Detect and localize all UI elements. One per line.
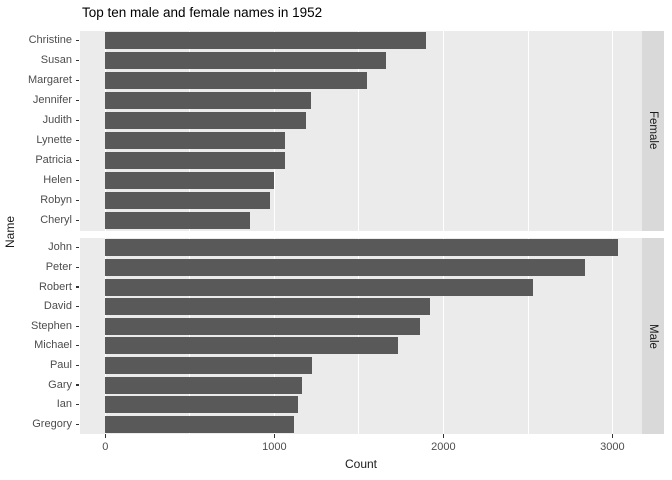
y-axis-tick xyxy=(75,423,79,425)
y-axis-tick xyxy=(75,119,79,122)
bar xyxy=(105,415,294,433)
y-axis-tick xyxy=(75,404,79,406)
y-axis-label: Stephen xyxy=(31,319,72,332)
bar xyxy=(105,337,398,355)
bar xyxy=(105,32,427,49)
facet-panel-male xyxy=(80,238,642,434)
gridline-minor xyxy=(358,238,360,434)
x-axis-tick xyxy=(273,434,275,438)
bar xyxy=(105,92,311,109)
x-axis-tick-label: 0 xyxy=(102,440,109,453)
gridline-minor xyxy=(527,30,529,231)
y-axis-label: David xyxy=(43,300,72,313)
facet-strip: Male xyxy=(642,238,664,434)
facet-strip-label: Female xyxy=(647,111,659,150)
gridline-major xyxy=(104,30,107,231)
gridline-major xyxy=(611,238,614,434)
y-axis-title: Name xyxy=(2,0,18,464)
y-axis-label: Cheryl xyxy=(40,214,72,226)
y-axis-label: Robert xyxy=(38,280,72,293)
y-axis-tick xyxy=(75,179,79,182)
y-axis-tick xyxy=(75,384,79,386)
y-axis-label: Judith xyxy=(42,114,72,126)
y-axis-label: Michael xyxy=(34,339,72,352)
x-axis-tick-label: 1000 xyxy=(262,440,287,453)
gridline-major xyxy=(273,238,276,434)
bar xyxy=(105,212,250,229)
bar xyxy=(105,132,286,149)
facet-panel-female xyxy=(80,30,642,231)
chart-title: Top ten male and female names in 1952 xyxy=(82,5,323,20)
y-axis-label: Helen xyxy=(43,174,72,186)
x-axis-tick xyxy=(442,434,444,438)
y-axis-label: Patricia xyxy=(35,154,72,166)
gridline-major xyxy=(273,30,276,231)
y-axis-tick xyxy=(75,79,79,82)
x-axis-tick xyxy=(611,434,613,438)
gridline-major xyxy=(104,238,107,434)
gridline-minor xyxy=(189,30,191,231)
bar xyxy=(105,317,420,335)
gridline-major xyxy=(442,238,445,434)
y-axis-label: Robyn xyxy=(40,194,72,206)
bar xyxy=(105,52,386,69)
gridline-minor xyxy=(358,30,360,231)
y-axis-label: Ian xyxy=(56,398,72,411)
y-axis-tick xyxy=(75,325,79,327)
y-axis-tick xyxy=(75,286,79,288)
y-axis-label: Gary xyxy=(48,378,72,391)
y-axis-tick xyxy=(75,199,79,202)
y-axis-label: John xyxy=(48,241,72,254)
y-axis-tick xyxy=(75,345,79,347)
bar xyxy=(105,72,368,89)
bar xyxy=(105,396,299,414)
bar xyxy=(105,152,285,169)
gridline-minor xyxy=(527,238,529,434)
bar xyxy=(105,376,303,394)
y-axis-label: Paul xyxy=(49,358,72,371)
bar xyxy=(105,192,271,209)
gridline-major xyxy=(442,30,445,231)
y-axis-label: Christine xyxy=(28,34,72,46)
x-axis-tick-label: 3000 xyxy=(600,440,625,453)
y-axis-tick xyxy=(75,159,79,162)
x-axis-tick xyxy=(104,434,106,438)
x-axis-tick-label: 2000 xyxy=(431,440,456,453)
y-axis-tick xyxy=(75,59,79,62)
facet-strip-label: Male xyxy=(647,323,659,349)
bar xyxy=(105,112,307,129)
bar xyxy=(105,172,274,189)
y-axis-tick xyxy=(75,266,79,268)
y-axis-label: Lynette xyxy=(36,134,72,146)
y-axis-tick xyxy=(75,219,79,222)
y-axis-tick xyxy=(75,99,79,102)
y-axis-label: Gregory xyxy=(32,417,72,430)
bar xyxy=(105,278,533,296)
bar xyxy=(105,239,619,257)
y-axis-label: Jennifer xyxy=(32,94,72,106)
y-axis-tick xyxy=(75,39,79,42)
gridline-major xyxy=(611,30,614,231)
y-axis-label: Susan xyxy=(40,54,72,66)
y-axis-label: Margaret xyxy=(27,74,72,86)
bar xyxy=(105,258,586,276)
y-axis-tick xyxy=(75,247,79,249)
y-axis-label: Peter xyxy=(45,260,72,273)
facet-strip: Female xyxy=(642,30,664,231)
y-axis-tick xyxy=(75,364,79,366)
x-axis-title: Count xyxy=(344,457,378,471)
y-axis-tick xyxy=(75,306,79,308)
bar xyxy=(105,356,312,374)
gridline-minor xyxy=(189,238,191,434)
y-axis-tick xyxy=(75,139,79,142)
bar xyxy=(105,298,430,316)
